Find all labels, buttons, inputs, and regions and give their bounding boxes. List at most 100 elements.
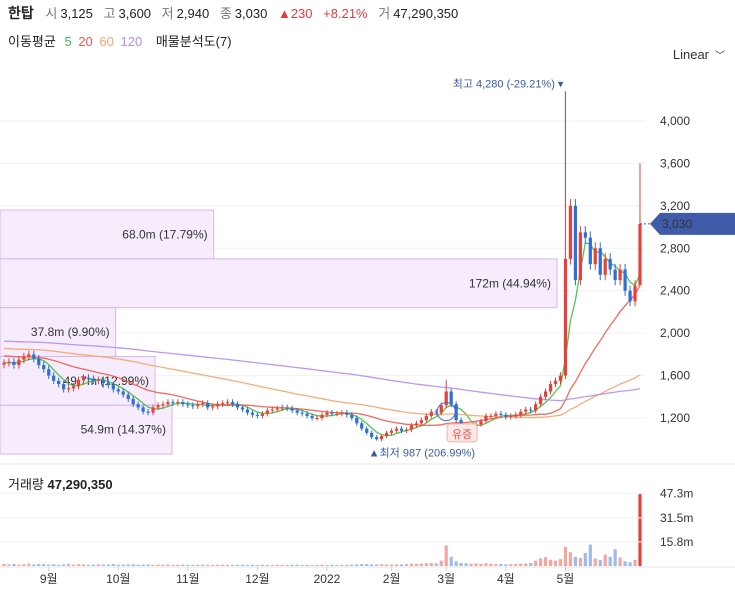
candle-body: [375, 437, 379, 440]
volume-bar: [514, 563, 518, 566]
candle-body: [305, 413, 309, 416]
volume-bar: [424, 563, 428, 566]
volume-bar: [235, 564, 240, 566]
ma-5[interactable]: 5: [64, 34, 72, 49]
volume-bar: [539, 558, 543, 566]
candle-body: [126, 394, 130, 399]
time-tick-label: 11월: [176, 572, 200, 586]
volume-bar: [345, 564, 349, 566]
volume-bar: [81, 564, 86, 566]
volume-bar: [141, 564, 145, 566]
ma-60[interactable]: 60: [99, 34, 114, 49]
volume-panel-label: 거래량 47,290,350: [8, 474, 113, 493]
candle-body: [295, 410, 299, 413]
candlesticks: [2, 91, 642, 442]
volume-bar: [111, 564, 115, 566]
volume-bar: [543, 557, 548, 566]
price-tick-label: 3,200: [660, 199, 690, 213]
candle-body: [111, 385, 115, 390]
volume-profile-toggle[interactable]: 매물분석도(7): [155, 34, 232, 49]
candle-body: [131, 398, 135, 405]
volume-bar: [489, 563, 493, 566]
volume-bar: [230, 564, 235, 566]
volume-bar: [76, 564, 81, 566]
event-circle: [436, 402, 456, 422]
volume-bar: [106, 564, 110, 566]
volume-bar: [17, 564, 21, 566]
volume-bar: [529, 562, 533, 566]
time-axis: 9월 10월 11월 12월 2022 2월 3월 4월 5월: [0, 566, 735, 586]
candle-body: [81, 377, 86, 380]
volume-bar: [52, 564, 56, 566]
volume-panel-value: 47,290,350: [47, 477, 113, 492]
candle-body: [76, 379, 81, 387]
volume-bar: [270, 565, 274, 566]
price-tick-label: 1,600: [660, 369, 690, 383]
candle-body: [429, 411, 433, 416]
candle-body: [613, 269, 617, 281]
volume-bar: [295, 564, 299, 566]
candle-body: [628, 290, 632, 302]
volume-bar: [360, 564, 364, 566]
volume-bar: [225, 564, 230, 566]
price-tick-label: 1,200: [660, 411, 690, 425]
candle-body: [171, 402, 175, 404]
volume-bar: [474, 563, 478, 566]
time-tick-label: 3월: [437, 572, 455, 586]
moving-average-legend[interactable]: 이동평균 5 20 60 120 매물분석도(7): [8, 31, 237, 50]
volume-bar: [181, 564, 185, 566]
candle-body: [553, 380, 558, 385]
volume-bar: [375, 564, 379, 566]
volume-bar: [355, 564, 359, 566]
volume-bar: [454, 561, 458, 566]
volume-bar: [409, 563, 414, 566]
volume-bar: [578, 558, 582, 566]
volume-bar: [553, 560, 558, 566]
ma-20[interactable]: 20: [78, 34, 93, 49]
ma-120[interactable]: 120: [120, 34, 143, 49]
low-value: 2,940: [176, 6, 210, 21]
candle-body: [638, 223, 642, 286]
volume-bar: [191, 564, 195, 566]
candle-body: [260, 413, 264, 416]
volume-bar: [315, 564, 319, 566]
volume-bar: [320, 564, 324, 566]
volume-bar: [161, 564, 165, 566]
candle-body: [62, 384, 66, 390]
ma-line-120: [3, 340, 641, 402]
candle-body: [598, 248, 602, 275]
candle-body: [196, 404, 200, 407]
volume-bar: [136, 564, 140, 566]
candle-body: [454, 404, 458, 421]
time-tick-label: 5월: [557, 572, 575, 586]
volume-bar: [176, 564, 180, 566]
volume-bar: [568, 552, 573, 566]
candle-body: [280, 407, 284, 409]
volume-bar: [534, 560, 538, 566]
candle-body: [618, 269, 622, 281]
candle-body: [47, 369, 51, 376]
candle-body: [350, 414, 354, 418]
volume-bar: [608, 556, 612, 566]
volume-bar: [419, 563, 423, 566]
volume-bar: [146, 564, 150, 566]
time-tick-label: 2022: [314, 572, 341, 586]
volume-bar: [494, 564, 498, 566]
volume-bar: [42, 564, 46, 566]
candle-body: [27, 354, 31, 357]
candle-body: [494, 413, 498, 416]
candle-body: [151, 407, 155, 413]
volume-bar: [186, 564, 190, 566]
candle-body: [91, 378, 96, 381]
volume-label: 거: [378, 6, 391, 21]
candle-body: [86, 377, 91, 379]
candle-body: [583, 232, 587, 238]
volume-bar: [519, 563, 523, 566]
scale-selector[interactable]: Linear ﹀: [673, 47, 725, 62]
candle-body: [235, 404, 240, 408]
candle-body: [275, 408, 279, 410]
volume-bar: [255, 565, 260, 566]
volume-profile-label: 172m (44.94%): [469, 276, 551, 290]
candle-body: [499, 413, 503, 415]
